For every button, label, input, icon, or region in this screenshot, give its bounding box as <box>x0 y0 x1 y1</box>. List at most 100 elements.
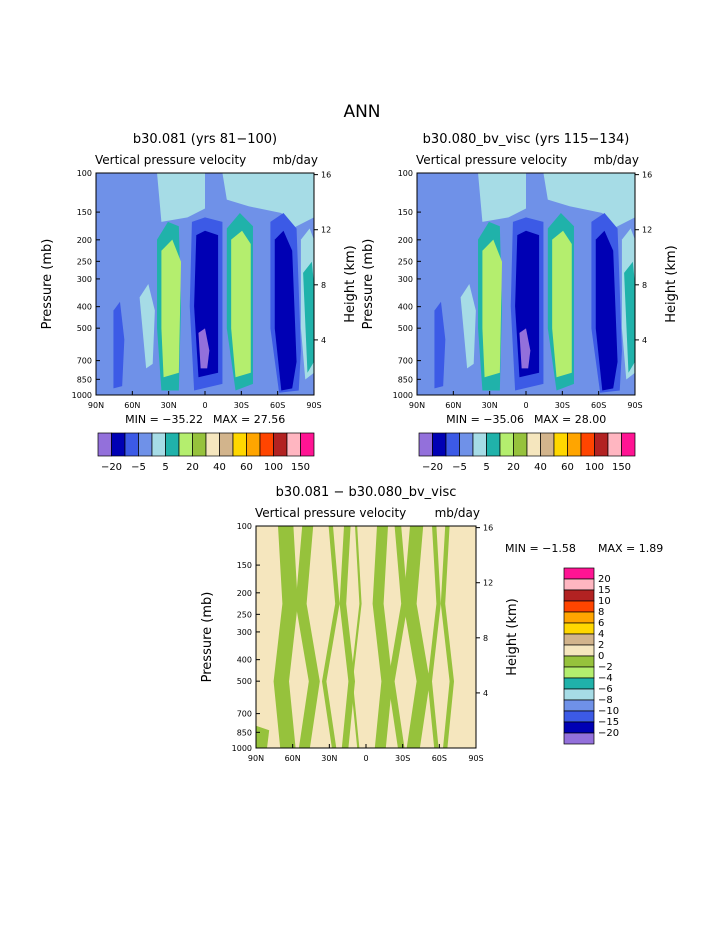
y-right-tick-label: 8 <box>321 281 326 290</box>
contour-negative-band <box>403 526 430 748</box>
y-right-tick-label: 8 <box>483 634 488 643</box>
x-tick-label: 0 <box>363 754 368 763</box>
min-label: MIN = −35.06 <box>446 413 524 426</box>
contour-lightgreen-nh <box>161 239 182 378</box>
colorbar-label: 6 <box>598 618 604 629</box>
y-tick-label: 700 <box>237 710 252 719</box>
x-tick-label: 90S <box>468 754 483 763</box>
y-tick-label: 250 <box>237 610 252 619</box>
colorbar-label: −8 <box>598 695 613 706</box>
colorbar-box <box>513 432 528 457</box>
panel-subtitle-left: Vertical pressure velocity <box>255 506 406 520</box>
colorbar-box <box>205 432 220 457</box>
y-right-tick-label: 16 <box>483 524 493 533</box>
x-tick-label: 30S <box>395 754 410 763</box>
contour-navy-sh <box>274 230 297 391</box>
max-label: MAX = 28.00 <box>534 413 606 426</box>
colorbar-box <box>563 655 595 668</box>
colorbar-box <box>111 432 126 457</box>
y-tick-label: 100 <box>237 522 252 531</box>
colorbar-label: 40 <box>213 462 226 473</box>
colorbar-box <box>219 432 234 457</box>
colorbar-label: 150 <box>612 462 631 473</box>
y-right-tick-label: 8 <box>642 281 647 290</box>
y-tick-label: 400 <box>77 303 92 312</box>
colorbar-label: 5 <box>162 462 168 473</box>
y-tick-label: 850 <box>398 375 413 384</box>
y-tick-label: 150 <box>77 208 92 217</box>
contour-panel-1: b30.081 (yrs 81−100) Vertical pressure ve… <box>40 132 358 473</box>
x-tick-label: 60S <box>591 401 606 410</box>
colorbar-box <box>553 432 568 457</box>
y-right-tick-label: 12 <box>642 226 652 235</box>
x-tick-label: 90N <box>409 401 425 410</box>
colorbar-label: 150 <box>291 462 310 473</box>
contour-lightgreen-sh <box>552 230 572 378</box>
x-tick-label: 30N <box>161 401 177 410</box>
colorbar-label: −5 <box>131 462 146 473</box>
colorbar-label: 100 <box>585 462 604 473</box>
x-tick-label: 60N <box>124 401 140 410</box>
colorbar-label: −20 <box>598 728 619 739</box>
contour-negative-band <box>273 526 298 748</box>
contour-purple-eq <box>198 328 210 369</box>
colorbar-box <box>418 432 433 457</box>
y-tick-label: 850 <box>237 728 252 737</box>
max-label: MAX = 27.56 <box>213 413 285 426</box>
colorbar-box <box>563 622 595 635</box>
colorbar-label: −6 <box>598 684 613 695</box>
y-tick-label: 500 <box>77 324 92 333</box>
colorbar-box <box>192 432 207 457</box>
max-label: MAX = 1.89 <box>598 542 663 555</box>
colorbar-box <box>563 611 595 624</box>
colorbar-label: −5 <box>452 462 467 473</box>
contour-negative-band <box>339 526 355 748</box>
y-tick-label: 700 <box>77 357 92 366</box>
panels: b30.081 (yrs 81−100) Vertical pressure ve… <box>40 132 679 763</box>
colorbar-box <box>563 732 595 745</box>
y-tick-label: 100 <box>77 169 92 178</box>
colorbar-label: 15 <box>598 585 611 596</box>
colorbar-box <box>97 432 112 457</box>
colorbar-box <box>563 567 595 580</box>
contour-negative-band <box>295 526 320 748</box>
min-label: MIN = −1.58 <box>505 542 576 555</box>
contour-negative-band <box>256 725 270 748</box>
x-tick-label: 90N <box>248 754 264 763</box>
y-tick-label: 1000 <box>393 391 413 400</box>
colorbar-box <box>563 710 595 723</box>
colorbar-label: 40 <box>534 462 547 473</box>
contour-negative-band <box>372 526 393 748</box>
colorbar-box <box>459 432 474 457</box>
contour-navy-sh <box>595 230 618 391</box>
colorbar-box <box>540 432 555 457</box>
y-right-tick-label: 4 <box>642 336 647 345</box>
colorbar-box <box>499 432 514 457</box>
colorbar-label: 60 <box>561 462 574 473</box>
x-tick-label: 60S <box>432 754 447 763</box>
colorbar-box <box>563 666 595 679</box>
x-tick-label: 30N <box>482 401 498 410</box>
contour-negative-band <box>388 526 408 748</box>
colorbar-box <box>563 644 595 657</box>
y-tick-label: 850 <box>77 375 92 384</box>
colorbar-label: −10 <box>598 706 619 717</box>
colorbar-label: −2 <box>598 662 613 673</box>
colorbar-box <box>472 432 487 457</box>
y-tick-label: 300 <box>77 275 92 284</box>
panel-subtitle-left: Vertical pressure velocity <box>416 153 567 167</box>
contour-purple-eq <box>519 328 531 369</box>
y-right-tick-label: 4 <box>483 689 488 698</box>
x-tick-label: 60S <box>270 401 285 410</box>
colorbar-box <box>124 432 139 457</box>
x-tick-label: 90S <box>627 401 642 410</box>
colorbar-label: 10 <box>598 596 611 607</box>
y-tick-label: 100 <box>398 169 413 178</box>
y-tick-label: 700 <box>398 357 413 366</box>
panel-subtitle-right: mb/day <box>594 153 639 167</box>
contour-negative-band <box>440 526 454 748</box>
colorbar-label: 2 <box>598 640 604 651</box>
colorbar-box <box>286 432 301 457</box>
contour-lightblue-left <box>460 284 476 369</box>
